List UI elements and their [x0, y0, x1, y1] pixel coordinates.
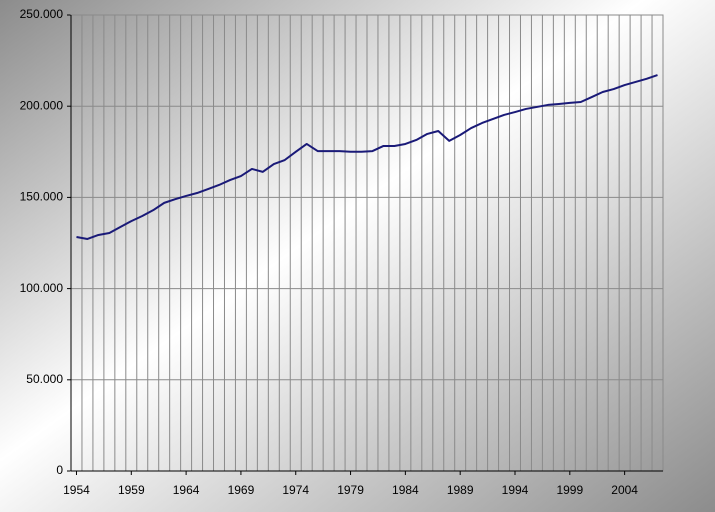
x-tick-label: 1969 — [228, 483, 255, 497]
y-tick-label: 250.000 — [20, 7, 64, 21]
y-tick-label: 100.000 — [20, 281, 64, 295]
x-tick-label: 2004 — [611, 483, 638, 497]
series-line — [76, 74, 658, 240]
grid — [67, 14, 664, 475]
y-tick-label: 0 — [56, 463, 63, 477]
y-tick-label: 200.000 — [20, 98, 64, 112]
x-tick-label: 1974 — [282, 483, 309, 497]
x-tick-label: 1999 — [556, 483, 583, 497]
x-tick-label: 1979 — [337, 483, 364, 497]
x-tick-label: 1954 — [63, 483, 90, 497]
y-tick-label: 150.000 — [20, 190, 64, 204]
x-tick-label: 1959 — [118, 483, 145, 497]
x-tick-label: 1989 — [447, 483, 474, 497]
plot — [76, 74, 658, 240]
x-tick-label: 1984 — [392, 483, 419, 497]
y-tick-label: 50.000 — [26, 372, 63, 386]
x-tick-label: 1994 — [502, 483, 529, 497]
x-tick-label: 1964 — [173, 483, 200, 497]
